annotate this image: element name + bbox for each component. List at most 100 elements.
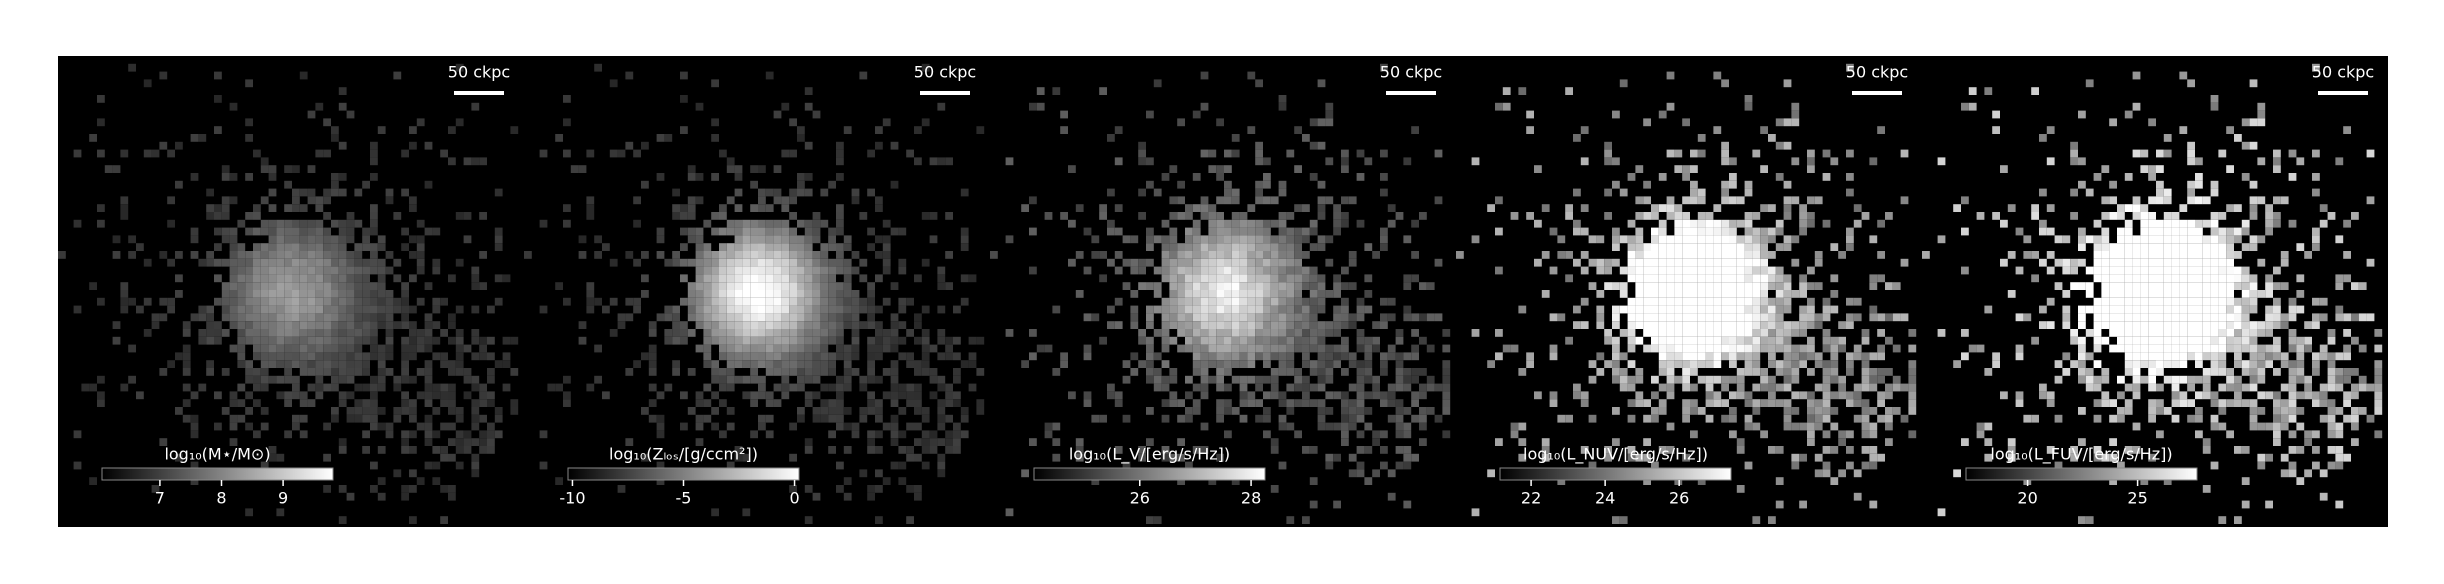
image-pixel — [1224, 336, 1232, 345]
image-pixel — [214, 422, 222, 431]
image-pixel — [276, 375, 285, 384]
image-pixel — [1122, 258, 1131, 267]
image-pixel — [773, 282, 782, 290]
image-pixel — [1814, 313, 1823, 322]
image-pixel — [362, 258, 370, 267]
image-pixel — [1239, 352, 1248, 361]
image-pixel — [1961, 102, 1969, 111]
image-pixel — [633, 258, 641, 267]
image-pixel — [773, 368, 782, 376]
image-pixel — [1846, 63, 1854, 72]
image-pixel — [2343, 414, 2351, 423]
image-pixel — [890, 227, 899, 236]
image-pixel — [2288, 360, 2297, 368]
image-pixel — [2085, 282, 2094, 290]
image-pixel — [680, 422, 688, 431]
image-pixel — [2202, 243, 2211, 251]
image-pixel — [1729, 329, 1737, 337]
image-pixel — [1130, 235, 1139, 244]
image-pixel — [2280, 196, 2289, 205]
image-pixel — [2257, 258, 2266, 267]
image-pixel — [2249, 399, 2258, 407]
image-pixel — [1224, 290, 1232, 298]
image-pixel — [1325, 235, 1334, 244]
image-pixel — [586, 204, 595, 212]
image-pixel — [1799, 290, 1807, 298]
image-pixel — [1177, 243, 1185, 251]
image-pixel — [1302, 516, 1310, 524]
image-pixel — [2210, 235, 2219, 244]
image-pixel — [953, 391, 961, 400]
image-pixel — [1185, 344, 1193, 353]
image-pixel — [253, 266, 261, 275]
image-pixel — [1224, 227, 1232, 236]
image-pixel — [875, 430, 883, 439]
image-pixel — [2085, 235, 2094, 244]
image-pixel — [1200, 282, 1209, 290]
image-pixel — [664, 134, 673, 142]
image-pixel — [2132, 305, 2141, 314]
image-pixel — [1208, 344, 1217, 353]
image-pixel — [2179, 243, 2188, 251]
image-pixel — [1380, 461, 1388, 470]
image-pixel — [221, 165, 230, 173]
image-pixel — [1744, 266, 1753, 275]
image-pixel — [2179, 266, 2188, 275]
image-pixel — [1387, 414, 1396, 423]
image-pixel — [719, 375, 727, 384]
image-pixel — [120, 290, 129, 298]
image-pixel — [2202, 313, 2211, 322]
image-pixel — [555, 282, 563, 290]
image-pixel — [750, 305, 758, 314]
image-pixel — [742, 251, 751, 259]
image-pixel — [1286, 251, 1295, 259]
image-pixel — [315, 391, 324, 400]
image-pixel — [245, 305, 253, 314]
image-pixel — [292, 258, 300, 267]
image-pixel — [229, 102, 238, 111]
image-pixel — [2000, 258, 2008, 267]
image-pixel — [1775, 118, 1784, 127]
image-pixel — [2140, 352, 2149, 361]
image-pixel — [1239, 290, 1248, 298]
image-pixel — [773, 251, 782, 259]
image-pixel — [1146, 110, 1154, 119]
image-pixel — [1729, 243, 1737, 251]
image-pixel — [1380, 149, 1388, 158]
image-pixel — [1596, 321, 1605, 329]
image-pixel — [1830, 344, 1839, 353]
image-pixel — [789, 313, 797, 322]
image-pixel — [2171, 290, 2180, 298]
image-pixel — [711, 173, 719, 181]
image-pixel — [393, 321, 402, 329]
image-pixel — [1161, 344, 1170, 353]
image-pixel — [182, 368, 191, 376]
image-pixel — [1541, 204, 1550, 212]
image-pixel — [1333, 219, 1341, 228]
image-pixel — [1791, 453, 1800, 462]
image-pixel — [1666, 391, 1675, 400]
image-pixel — [214, 258, 222, 267]
image-pixel — [237, 360, 246, 368]
image-pixel — [2210, 251, 2219, 259]
image-pixel — [1814, 399, 1823, 407]
image-pixel — [1869, 274, 1878, 283]
image-pixel — [758, 360, 766, 368]
image-pixel — [1052, 422, 1061, 431]
image-pixel — [315, 149, 324, 158]
image-pixel — [1239, 329, 1248, 337]
image-pixel — [1442, 391, 1451, 400]
image-pixel — [2101, 453, 2110, 462]
image-pixel — [393, 258, 402, 267]
image-pixel — [773, 235, 782, 244]
image-pixel — [1309, 297, 1318, 306]
image-pixel — [463, 430, 472, 439]
image-pixel — [1674, 321, 1683, 329]
image-pixel — [1721, 196, 1729, 205]
image-pixel — [2234, 352, 2242, 361]
image-pixel — [1612, 180, 1620, 189]
image-pixel — [1674, 282, 1683, 290]
image-pixel — [1286, 274, 1295, 283]
image-pixel — [656, 235, 665, 244]
image-pixel — [370, 422, 378, 431]
